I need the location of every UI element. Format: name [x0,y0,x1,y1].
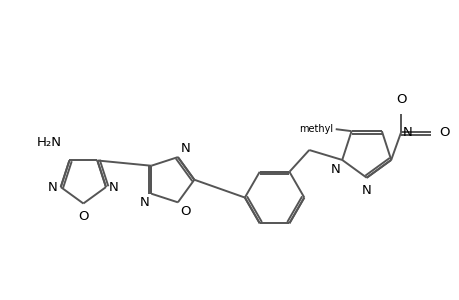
Text: N: N [330,163,340,176]
Text: O: O [438,126,448,139]
Text: N: N [402,126,412,139]
Text: N: N [109,181,118,194]
Text: N: N [361,184,371,197]
Text: O: O [179,205,190,218]
Text: N: N [48,181,58,194]
Text: N: N [139,196,149,209]
Text: methyl: methyl [298,124,332,134]
Text: N: N [180,142,190,155]
Text: O: O [395,93,405,106]
Text: O: O [78,210,89,224]
Text: H₂N: H₂N [36,136,62,148]
